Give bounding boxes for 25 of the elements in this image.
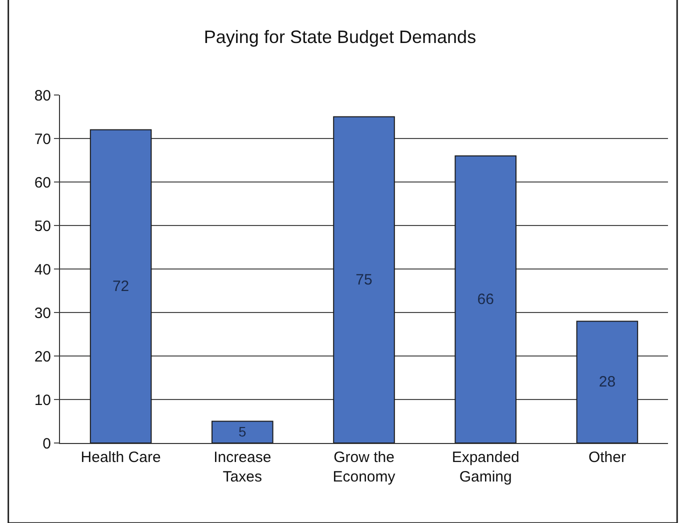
y-tick-label: 20 bbox=[34, 348, 51, 366]
bar bbox=[576, 320, 638, 443]
data-label: 5 bbox=[238, 423, 247, 440]
y-tick-label: 0 bbox=[42, 435, 51, 452]
bar bbox=[454, 155, 516, 443]
x-tick-label: Other bbox=[588, 449, 626, 466]
y-tick-label: 70 bbox=[34, 130, 51, 148]
bar bbox=[212, 420, 274, 443]
y-tick-label: 80 bbox=[34, 87, 51, 104]
x-tick-label: Grow the Economy bbox=[332, 449, 396, 486]
chart-title: Paying for State Budget Demands bbox=[204, 26, 476, 47]
bar bbox=[90, 129, 152, 443]
y-tick-label: 60 bbox=[34, 174, 51, 192]
y-tick-label: 50 bbox=[34, 218, 51, 235]
x-tick-label: Increase Taxes bbox=[214, 449, 272, 486]
bar bbox=[333, 116, 395, 443]
data-label: 75 bbox=[356, 271, 372, 288]
y-tick-label: 40 bbox=[34, 261, 51, 278]
data-label: 28 bbox=[598, 374, 616, 391]
x-tick-label: Health Care bbox=[80, 449, 161, 466]
y-tick-label: 30 bbox=[34, 304, 51, 322]
data-label: 66 bbox=[477, 290, 494, 308]
y-tick-label: 10 bbox=[34, 392, 51, 409]
data-label: 72 bbox=[112, 278, 130, 295]
x-tick-label: Expanded Gaming bbox=[452, 449, 520, 486]
